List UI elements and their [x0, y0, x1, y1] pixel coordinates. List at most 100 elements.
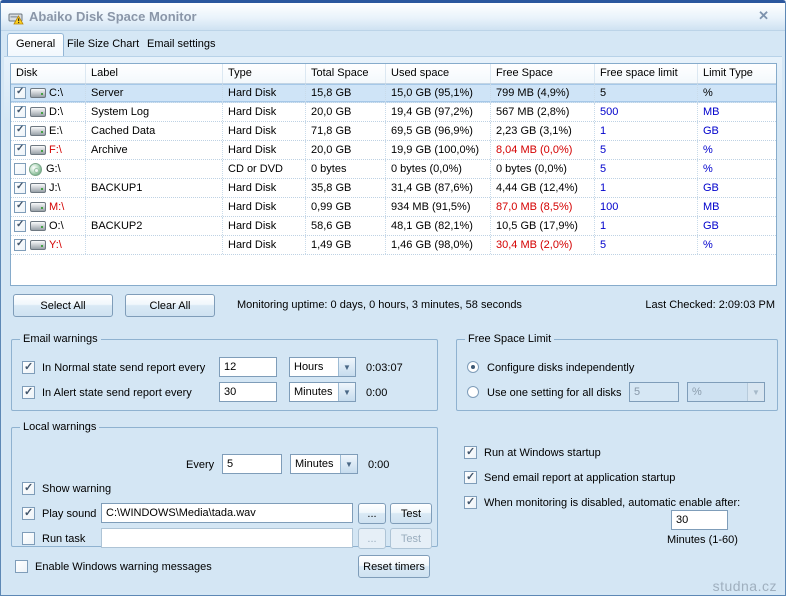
col-header-used[interactable]: Used space — [386, 64, 491, 83]
free-space-limit: 1 — [595, 179, 698, 197]
col-header-free[interactable]: Free Space — [491, 64, 595, 83]
uptime-status: Monitoring uptime: 0 days, 0 hours, 3 mi… — [237, 299, 522, 311]
table-row[interactable]: M:\ Hard Disk 0,99 GB 934 MB (91,5%) 87,… — [11, 198, 776, 217]
browse-sound-button[interactable]: ... — [358, 503, 386, 524]
free-space-limit-group: Free Space Limit Configure disks indepen… — [456, 333, 778, 411]
disk-checkbox[interactable] — [14, 144, 26, 156]
disk-checkbox[interactable] — [14, 106, 26, 118]
alert-report-label: In Alert state send report every — [42, 387, 192, 399]
app-icon — [8, 9, 24, 25]
table-row[interactable]: G:\ CD or DVD 0 bytes 0 bytes (0,0%) 0 b… — [11, 160, 776, 179]
disk-type: Hard Disk — [223, 122, 306, 140]
disk-label: BACKUP2 — [86, 217, 223, 235]
app-window: Abaiko Disk Space Monitor ✕ General File… — [0, 0, 786, 596]
disk-label: Archive — [86, 141, 223, 159]
run-task-checkbox[interactable] — [22, 532, 35, 545]
table-row[interactable]: F:\ Archive Hard Disk 20,0 GB 19,9 GB (1… — [11, 141, 776, 160]
disk-checkbox[interactable] — [14, 201, 26, 213]
one-setting-radio[interactable] — [467, 386, 479, 398]
email-warnings-group: Email warnings In Normal state send repo… — [11, 333, 438, 411]
normal-timer: 0:03:07 — [366, 362, 403, 374]
free-space-limit: 500 — [595, 103, 698, 121]
test-sound-button[interactable]: Test — [390, 503, 432, 524]
total-space: 0 bytes — [306, 160, 386, 178]
total-space: 20,0 GB — [306, 103, 386, 121]
chevron-down-icon[interactable]: ▼ — [340, 455, 357, 473]
email-warnings-title: Email warnings — [20, 333, 101, 345]
hard-disk-icon — [30, 88, 46, 98]
close-button[interactable]: ✕ — [758, 8, 769, 24]
local-warnings-title: Local warnings — [20, 421, 99, 433]
normal-interval-input[interactable] — [219, 357, 277, 377]
total-space: 71,8 GB — [306, 122, 386, 140]
drive-letter: F:\ — [49, 144, 62, 156]
every-label: Every — [186, 459, 214, 471]
every-unit-select[interactable]: Minutes ▼ — [290, 454, 358, 474]
one-setting-label: Use one setting for all disks — [487, 387, 622, 399]
select-all-button[interactable]: Select All — [13, 294, 113, 317]
disk-checkbox[interactable] — [14, 239, 26, 251]
disk-table: Disk Label Type Total Space Used space F… — [10, 63, 777, 286]
task-path-input — [101, 528, 353, 548]
window-title: Abaiko Disk Space Monitor — [29, 9, 197, 24]
table-row[interactable]: E:\ Cached Data Hard Disk 71,8 GB 69,5 G… — [11, 122, 776, 141]
disk-checkbox[interactable] — [14, 87, 26, 99]
every-interval-input[interactable] — [222, 454, 282, 474]
tab-file-size-chart[interactable]: File Size Chart — [59, 33, 147, 56]
reset-timers-button[interactable]: Reset timers — [358, 555, 430, 578]
col-header-type[interactable]: Type — [223, 64, 306, 83]
normal-unit-select[interactable]: Hours ▼ — [289, 357, 356, 377]
disk-checkbox[interactable] — [14, 220, 26, 232]
alert-timer: 0:00 — [366, 387, 387, 399]
run-startup-label: Run at Windows startup — [484, 447, 601, 459]
alert-unit-select[interactable]: Minutes ▼ — [289, 382, 356, 402]
tab-strip: General File Size Chart Email settings — [1, 33, 785, 56]
disk-checkbox[interactable] — [14, 182, 26, 194]
clear-all-button[interactable]: Clear All — [125, 294, 215, 317]
free-space: 87,0 MB (8,5%) — [491, 198, 595, 216]
table-row[interactable]: C:\ Server Hard Disk 15,8 GB 15,0 GB (95… — [11, 84, 776, 103]
free-space-limit-title: Free Space Limit — [465, 333, 554, 345]
disk-label: Cached Data — [86, 122, 223, 140]
email-startup-checkbox[interactable] — [464, 471, 477, 484]
alert-interval-input[interactable] — [219, 382, 277, 402]
one-setting-value-input — [629, 382, 679, 402]
free-space-limit: 5 — [595, 141, 698, 159]
configure-independently-radio[interactable] — [467, 361, 479, 373]
limit-type: GB — [698, 217, 776, 235]
col-header-limit[interactable]: Free space limit — [595, 64, 698, 83]
free-space-limit: 1 — [595, 217, 698, 235]
chevron-down-icon[interactable]: ▼ — [338, 383, 355, 401]
col-header-limit-type[interactable]: Limit Type — [698, 64, 776, 83]
play-sound-checkbox[interactable] — [22, 507, 35, 520]
free-space: 8,04 MB (0,0%) — [491, 141, 595, 159]
chevron-down-icon[interactable]: ▼ — [338, 358, 355, 376]
disk-label: Server — [86, 84, 223, 102]
tab-general[interactable]: General — [7, 33, 64, 56]
tab-email-settings[interactable]: Email settings — [139, 33, 223, 56]
col-header-label[interactable]: Label — [86, 64, 223, 83]
enable-windows-warnings-checkbox[interactable] — [15, 560, 28, 573]
disk-checkbox[interactable] — [14, 125, 26, 137]
disk-type: Hard Disk — [223, 103, 306, 121]
table-row[interactable]: D:\ System Log Hard Disk 20,0 GB 19,4 GB… — [11, 103, 776, 122]
table-row[interactable]: J:\ BACKUP1 Hard Disk 35,8 GB 31,4 GB (8… — [11, 179, 776, 198]
browse-task-button: ... — [358, 528, 386, 549]
normal-report-label: In Normal state send report every — [42, 362, 205, 374]
show-warning-checkbox[interactable] — [22, 482, 35, 495]
alert-report-checkbox[interactable] — [22, 386, 35, 399]
auto-enable-checkbox[interactable] — [464, 496, 477, 509]
free-space: 10,5 GB (17,9%) — [491, 217, 595, 235]
table-row[interactable]: O:\ BACKUP2 Hard Disk 58,6 GB 48,1 GB (8… — [11, 217, 776, 236]
auto-enable-value-input[interactable] — [671, 510, 728, 530]
disk-checkbox[interactable] — [14, 163, 26, 175]
sound-path-input[interactable] — [101, 503, 353, 523]
hard-disk-icon — [30, 145, 46, 155]
col-header-disk[interactable]: Disk — [11, 64, 86, 83]
col-header-total[interactable]: Total Space — [306, 64, 386, 83]
normal-report-checkbox[interactable] — [22, 361, 35, 374]
free-space-limit: 100 — [595, 198, 698, 216]
table-row[interactable]: Y:\ Hard Disk 1,49 GB 1,46 GB (98,0%) 30… — [11, 236, 776, 255]
disk-label: System Log — [86, 103, 223, 121]
run-startup-checkbox[interactable] — [464, 446, 477, 459]
